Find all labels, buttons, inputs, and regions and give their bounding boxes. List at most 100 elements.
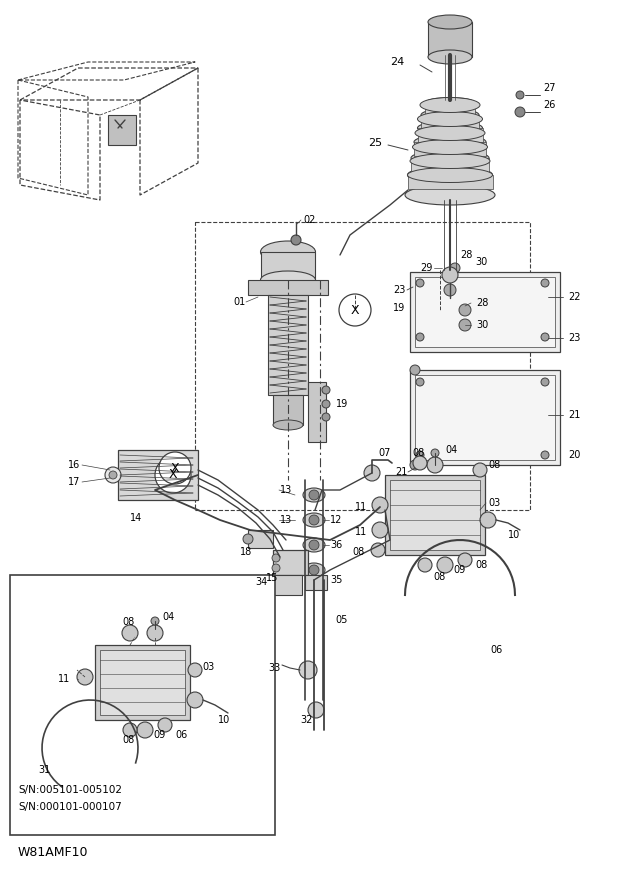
Circle shape bbox=[243, 534, 253, 544]
Text: 08: 08 bbox=[412, 448, 424, 458]
Circle shape bbox=[372, 522, 388, 538]
Text: 19: 19 bbox=[336, 399, 348, 409]
Text: 08: 08 bbox=[122, 735, 135, 745]
Bar bbox=[415, 277, 555, 347]
Circle shape bbox=[413, 456, 427, 470]
Bar bbox=[425, 103, 475, 117]
Text: X: X bbox=[351, 304, 360, 317]
Text: 24: 24 bbox=[390, 57, 404, 67]
Text: 13: 13 bbox=[280, 485, 292, 495]
Bar bbox=[272, 575, 302, 595]
Circle shape bbox=[309, 490, 319, 500]
Circle shape bbox=[151, 617, 159, 625]
Circle shape bbox=[322, 386, 330, 394]
Text: 01: 01 bbox=[233, 297, 246, 307]
Circle shape bbox=[473, 463, 487, 477]
Text: 29: 29 bbox=[420, 263, 432, 273]
Bar bbox=[95, 645, 190, 720]
Bar bbox=[248, 280, 328, 295]
Circle shape bbox=[516, 91, 524, 99]
Text: 22: 22 bbox=[568, 292, 580, 302]
Text: 10: 10 bbox=[218, 715, 230, 725]
Circle shape bbox=[418, 558, 432, 572]
Circle shape bbox=[291, 235, 301, 245]
Text: 34: 34 bbox=[255, 577, 267, 587]
Circle shape bbox=[450, 263, 460, 273]
Ellipse shape bbox=[414, 134, 486, 149]
Circle shape bbox=[442, 267, 458, 283]
Circle shape bbox=[308, 702, 324, 718]
Bar bbox=[410, 272, 560, 352]
Bar bbox=[100, 650, 185, 715]
Text: 28: 28 bbox=[460, 250, 472, 260]
Circle shape bbox=[541, 378, 549, 386]
Text: 35: 35 bbox=[330, 575, 342, 585]
Bar bbox=[411, 158, 489, 172]
Circle shape bbox=[458, 553, 472, 567]
Bar bbox=[414, 142, 486, 156]
Circle shape bbox=[541, 451, 549, 459]
Text: 31: 31 bbox=[38, 765, 50, 775]
Bar bbox=[421, 115, 479, 129]
Circle shape bbox=[437, 557, 453, 573]
Circle shape bbox=[427, 457, 443, 473]
Text: 23: 23 bbox=[568, 333, 580, 343]
Text: 23: 23 bbox=[393, 285, 405, 295]
Bar bbox=[410, 370, 560, 465]
Circle shape bbox=[109, 471, 117, 479]
Circle shape bbox=[371, 543, 385, 557]
Circle shape bbox=[309, 565, 319, 575]
Bar bbox=[118, 450, 198, 500]
Ellipse shape bbox=[405, 185, 495, 205]
Text: 28: 28 bbox=[476, 298, 489, 308]
Text: 08: 08 bbox=[433, 572, 445, 582]
Ellipse shape bbox=[421, 108, 479, 121]
Circle shape bbox=[416, 333, 424, 341]
Text: 14: 14 bbox=[130, 513, 142, 523]
Ellipse shape bbox=[428, 50, 472, 64]
Ellipse shape bbox=[303, 538, 325, 552]
Ellipse shape bbox=[407, 168, 492, 182]
Text: 07: 07 bbox=[378, 448, 391, 458]
Ellipse shape bbox=[407, 166, 492, 184]
Text: 21: 21 bbox=[395, 467, 407, 477]
Bar bbox=[268, 295, 308, 395]
Text: 11: 11 bbox=[355, 502, 367, 512]
Bar bbox=[10, 575, 275, 835]
Text: 16: 16 bbox=[68, 460, 80, 470]
Text: 06: 06 bbox=[175, 730, 187, 740]
Text: 32: 32 bbox=[300, 715, 312, 725]
Bar bbox=[385, 475, 485, 555]
Text: 10: 10 bbox=[508, 530, 520, 540]
Text: 30: 30 bbox=[476, 320, 489, 330]
Bar bbox=[305, 575, 327, 590]
Text: X: X bbox=[169, 469, 177, 482]
Text: 19: 19 bbox=[393, 303, 405, 313]
Ellipse shape bbox=[417, 121, 482, 135]
Circle shape bbox=[364, 465, 380, 481]
Text: 04: 04 bbox=[445, 445, 458, 455]
Bar bbox=[248, 530, 273, 548]
Ellipse shape bbox=[260, 271, 316, 289]
Circle shape bbox=[541, 279, 549, 287]
Text: 26: 26 bbox=[543, 100, 556, 110]
Ellipse shape bbox=[411, 150, 489, 166]
Text: 04: 04 bbox=[162, 612, 174, 622]
Bar bbox=[390, 480, 480, 550]
Text: 03: 03 bbox=[202, 662, 215, 672]
Text: 30: 30 bbox=[475, 257, 487, 267]
Circle shape bbox=[416, 279, 424, 287]
Bar bbox=[418, 128, 483, 142]
Ellipse shape bbox=[303, 513, 325, 527]
Text: 36: 36 bbox=[330, 540, 342, 550]
Text: 03: 03 bbox=[488, 498, 500, 508]
Circle shape bbox=[459, 304, 471, 316]
Circle shape bbox=[444, 284, 456, 296]
Text: 12: 12 bbox=[330, 515, 342, 525]
Circle shape bbox=[272, 564, 280, 572]
Circle shape bbox=[322, 400, 330, 408]
Circle shape bbox=[372, 497, 388, 513]
Ellipse shape bbox=[425, 98, 475, 108]
Circle shape bbox=[416, 378, 424, 386]
Circle shape bbox=[431, 449, 439, 457]
